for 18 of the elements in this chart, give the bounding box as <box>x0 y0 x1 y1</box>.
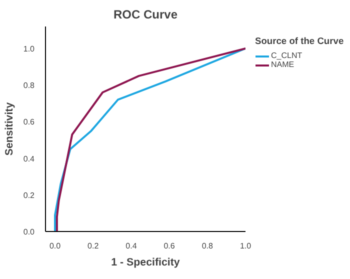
legend-label: C_CLNT <box>271 51 302 60</box>
legend-label: NAME <box>271 60 294 69</box>
y-tick-label: 0.8 <box>23 81 36 90</box>
y-axis-title: Sensitivity <box>3 102 16 156</box>
x-tick-label: 1.0 <box>240 242 252 250</box>
y-tick-label: 0.4 <box>23 154 36 164</box>
x-tick-label: 0.2 <box>88 242 100 250</box>
x-tick-label: 0.0 <box>49 242 62 250</box>
y-tick-label: 0.0 <box>23 228 36 236</box>
x-tick-label: 0.6 <box>164 242 176 250</box>
chart-title: ROC Curve <box>113 8 178 22</box>
x-tick-label: 0.8 <box>202 242 214 250</box>
y-tick-label: 0.2 <box>23 190 36 200</box>
x-axis-title: 1 - Specificity <box>111 256 180 268</box>
legend-title: Source of the Curve <box>255 36 344 46</box>
y-tick-label: 1.0 <box>23 44 36 54</box>
y-tick-label: 0.6 <box>23 118 36 127</box>
x-tick-label: 0.4 <box>126 242 138 250</box>
